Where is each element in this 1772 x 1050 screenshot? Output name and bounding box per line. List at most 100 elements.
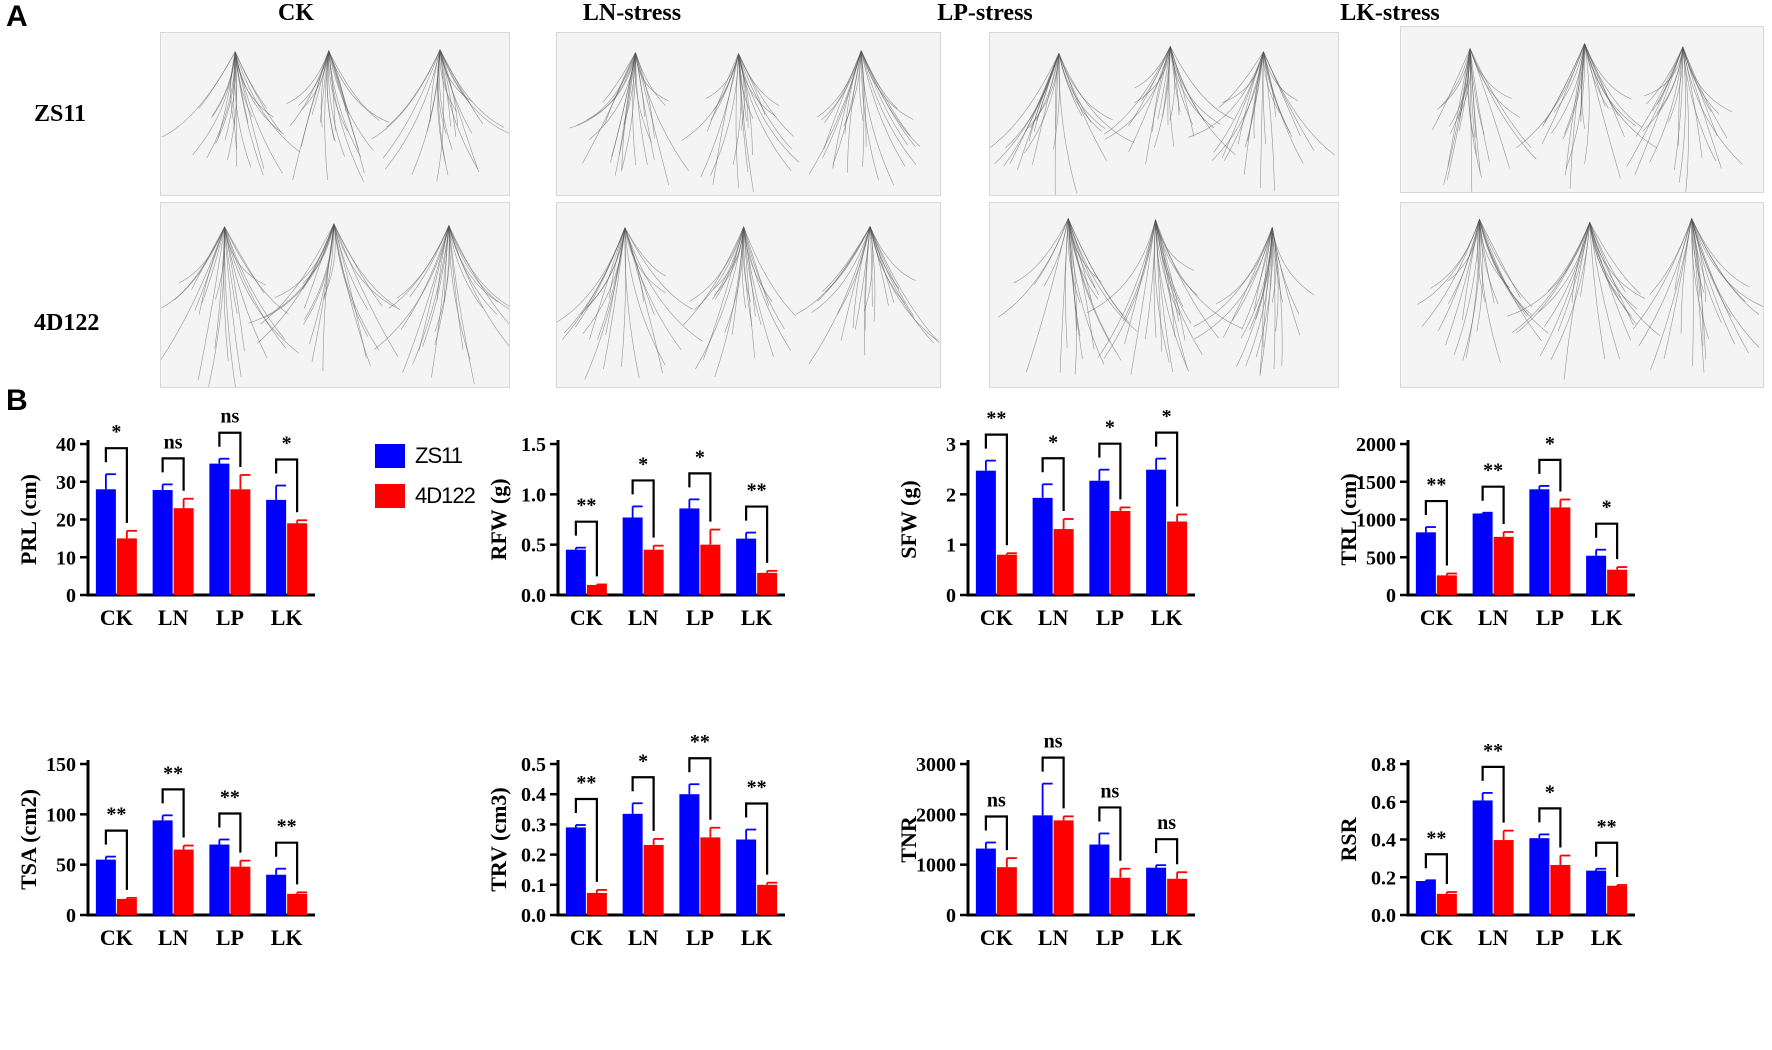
significance-bracket xyxy=(275,841,299,885)
x-tick-label-ln: LN xyxy=(1038,925,1069,950)
x-tick-label-ln: LN xyxy=(628,605,659,630)
root-sketch xyxy=(1417,218,1763,380)
y-tick-label: 0 xyxy=(946,905,956,927)
bar-zs11-lk xyxy=(1146,469,1167,595)
y-tick-label: 0.5 xyxy=(521,535,546,557)
significance-bracket xyxy=(1424,853,1448,884)
bar-4d122-ln xyxy=(643,549,664,595)
y-tick-label: 0.2 xyxy=(521,845,546,867)
bar-zs11-lk xyxy=(1586,555,1607,595)
x-tick-label-lp: LP xyxy=(216,605,244,630)
bar-4d122-ck xyxy=(116,538,137,595)
bar-zs11-lk xyxy=(266,499,287,595)
y-tick-label: 2 xyxy=(946,484,956,506)
y-axis-label: RFW (g) xyxy=(486,478,511,560)
y-axis-label: PRL (cm) xyxy=(16,474,41,565)
significance-bracket xyxy=(161,788,185,838)
photo-column-title-ln: LN-stress xyxy=(582,0,682,26)
significance-bracket xyxy=(1155,431,1179,507)
x-tick-label-lk: LK xyxy=(741,605,773,630)
bar-zs11-ck xyxy=(95,859,116,915)
significance-bracket xyxy=(1595,841,1619,877)
significance-bracket xyxy=(688,757,712,820)
bar-zs11-lp xyxy=(1089,844,1110,915)
significance-label: * xyxy=(1105,417,1115,439)
bar-4d122-ck xyxy=(996,867,1017,915)
bar-zs11-lp xyxy=(679,794,700,915)
y-tick-label: 1.0 xyxy=(521,484,546,506)
bar-4d122-ck xyxy=(586,584,607,595)
x-tick-label-lp: LP xyxy=(216,925,244,950)
x-tick-label-lp: LP xyxy=(1536,605,1564,630)
photo-row-label-zs11: ZS11 xyxy=(34,101,87,127)
chart-prl: 0 10 20 30 40 PRL (cm) CK * LN ns LP ns LK * xyxy=(16,410,315,630)
root-sketch xyxy=(569,50,921,193)
significance-bracket xyxy=(275,458,299,513)
bar-4d122-lk xyxy=(757,884,778,915)
y-tick-label: 1000 xyxy=(916,855,956,877)
root-sketch xyxy=(990,46,1336,195)
legend-item-zs11: ZS11 xyxy=(375,436,475,476)
significance-bracket xyxy=(984,815,1008,851)
bar-zs11-lp xyxy=(1529,838,1550,915)
significance-bracket xyxy=(984,433,1008,546)
bar-4d122-lp xyxy=(1550,507,1571,595)
bar-zs11-lp xyxy=(209,844,230,915)
significance-label: ** xyxy=(747,777,767,799)
x-tick-label-ln: LN xyxy=(158,605,189,630)
y-tick-label: 0.3 xyxy=(521,814,546,836)
significance-bracket xyxy=(745,505,769,563)
bar-zs11-ln xyxy=(622,813,643,915)
bar-zs11-lp xyxy=(679,508,700,595)
y-tick-label: 30 xyxy=(56,472,76,494)
y-tick-label: 0.8 xyxy=(1371,754,1396,776)
y-tick-label: 50 xyxy=(56,855,76,877)
bar-4d122-lp xyxy=(1110,877,1131,915)
root-photo-4d122-ln xyxy=(556,202,941,388)
bar-zs11-ln xyxy=(1472,513,1493,595)
significance-bracket xyxy=(574,520,598,577)
bar-4d122-ck xyxy=(1436,575,1457,595)
root-photo-zs11-ck xyxy=(160,32,510,196)
significance-label: ** xyxy=(1426,474,1446,496)
root-sketch xyxy=(998,218,1315,376)
bar-4d122-lk xyxy=(757,572,778,595)
root-sketch xyxy=(1432,43,1743,192)
y-tick-label: 1 xyxy=(946,535,956,557)
bar-4d122-ck xyxy=(996,554,1017,595)
y-tick-label: 20 xyxy=(56,510,76,532)
bar-zs11-ln xyxy=(152,820,173,915)
bar-4d122-ck xyxy=(586,892,607,915)
significance-label: * xyxy=(1048,431,1058,453)
significance-label: ** xyxy=(690,731,710,753)
bar-zs11-lk xyxy=(1586,870,1607,915)
root-sketch xyxy=(557,226,940,380)
bar-zs11-lk xyxy=(266,874,287,915)
legend-swatch-zs11 xyxy=(375,444,405,468)
x-tick-label-ln: LN xyxy=(158,925,189,950)
root-sketch xyxy=(161,49,509,182)
bar-4d122-lk xyxy=(1607,885,1628,915)
significance-bracket xyxy=(1481,765,1505,823)
bar-4d122-lk xyxy=(287,523,308,595)
x-tick-label-lp: LP xyxy=(1096,605,1124,630)
significance-bracket xyxy=(574,797,598,882)
legend-label-4d122: 4D122 xyxy=(415,483,476,508)
significance-label: ** xyxy=(277,816,297,838)
significance-label: * xyxy=(1162,410,1172,428)
y-tick-label: 0 xyxy=(946,585,956,607)
bar-4d122-lk xyxy=(287,893,308,915)
bar-zs11-ck xyxy=(1415,532,1436,595)
significance-bracket xyxy=(1041,457,1065,511)
bar-4d122-lp xyxy=(230,489,251,595)
bar-4d122-ln xyxy=(1053,820,1074,915)
significance-bracket xyxy=(1098,442,1122,500)
significance-label: * xyxy=(638,453,648,475)
significance-label: ** xyxy=(220,787,240,809)
significance-label: * xyxy=(282,433,292,455)
x-tick-label-lp: LP xyxy=(686,925,714,950)
bar-zs11-lp xyxy=(1529,489,1550,595)
significance-label: ns xyxy=(1157,812,1176,834)
y-tick-label: 40 xyxy=(56,434,76,456)
bar-4d122-lk xyxy=(1167,521,1188,595)
